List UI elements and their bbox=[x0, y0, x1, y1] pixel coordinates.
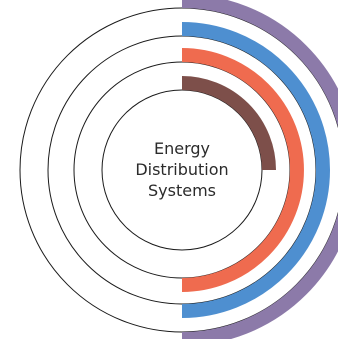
center-label-line-3: Systems bbox=[148, 181, 216, 200]
center-label-line-2: Distribution bbox=[135, 160, 229, 179]
ring-arc-1 bbox=[181, 76, 276, 171]
center-label-line-1: Energy bbox=[153, 139, 210, 158]
ring-arc-2 bbox=[181, 48, 304, 292]
ring-arc-4 bbox=[181, 0, 338, 339]
ring-arc-3 bbox=[181, 22, 330, 318]
center-label: Energy Distribution Systems bbox=[100, 138, 264, 201]
